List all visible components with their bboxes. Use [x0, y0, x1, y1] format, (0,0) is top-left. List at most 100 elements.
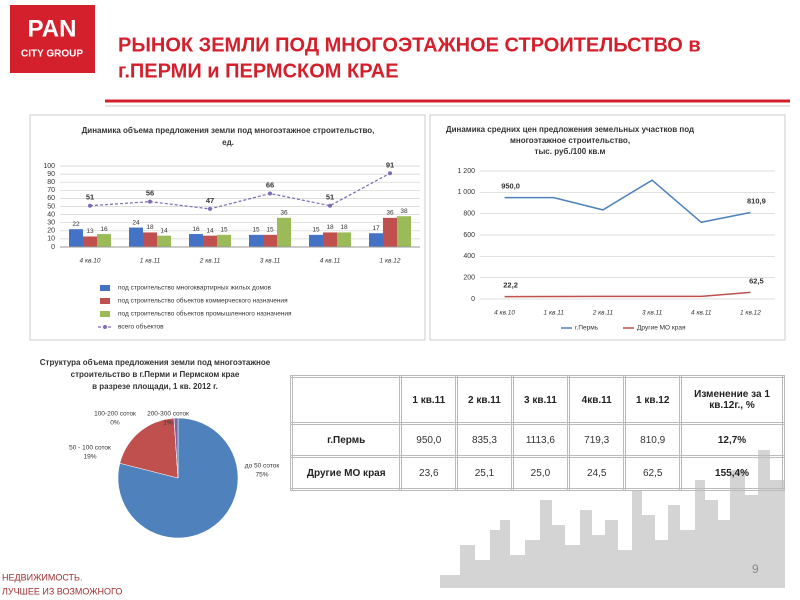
table-cell: 24,5: [567, 455, 627, 491]
x-tick-label: 1 кв.11: [544, 310, 565, 317]
data-label: 13: [86, 228, 94, 235]
y-tick-label: 1 200: [457, 168, 475, 175]
y-tick-label: 90: [47, 171, 55, 178]
chart-title: тыс. руб./100 кв.м: [535, 147, 606, 156]
bar: [323, 232, 337, 247]
data-label: 22,2: [503, 281, 518, 290]
data-label: 15: [266, 227, 274, 234]
bar: [157, 235, 171, 247]
y-tick-label: 80: [47, 179, 55, 186]
logo-text: PAN: [28, 15, 77, 42]
data-label: 18: [146, 224, 154, 231]
table-cell: 1113,6: [510, 422, 571, 458]
table-cell: 1 кв.12: [623, 375, 683, 425]
data-label: 22: [72, 221, 80, 228]
slice-label: до 50 соток: [245, 463, 280, 470]
data-label: 66: [266, 181, 274, 190]
table-cell: 719,3: [567, 422, 627, 458]
x-tick-label: 1 кв.12: [380, 258, 401, 265]
bar: [143, 232, 157, 247]
y-tick-label: 100: [43, 163, 55, 170]
table-cell: 810,9: [623, 422, 683, 458]
data-label: 14: [206, 227, 214, 234]
bar: [369, 233, 383, 247]
bar: [263, 234, 277, 247]
table-cell: 3 кв.11: [510, 375, 571, 425]
bar: [397, 216, 411, 247]
x-tick-label: 4 кв.11: [691, 310, 712, 317]
line-point: [148, 199, 152, 204]
slogan: НЕДВИЖИМОСТЬ.: [2, 572, 82, 582]
x-tick-label: 4 кв.10: [494, 310, 515, 317]
table-cell: 4кв.11: [567, 375, 627, 425]
table-cell: 25,1: [455, 455, 514, 491]
bar: [189, 234, 203, 247]
table-cell: 12,7%: [679, 422, 785, 458]
data-label: 810,9: [747, 196, 766, 205]
pie-slice: [119, 417, 179, 479]
table-cell: 23,6: [399, 455, 459, 491]
price-table: 1 кв.11 2 кв.11 3 кв.11 4кв.11 1 кв.12 Измене…: [289, 375, 785, 491]
data-label: 47: [206, 196, 214, 205]
line-point: [268, 191, 272, 196]
y-tick-label: 40: [47, 211, 55, 218]
chart-title: Динамика объема предложения земли под мн…: [82, 126, 375, 135]
table-cell: [289, 375, 403, 425]
data-label: 51: [326, 193, 334, 202]
x-tick-label: 3 кв.11: [260, 258, 281, 265]
y-tick-label: 60: [47, 195, 55, 202]
slide-title: г.ПЕРМИ и ПЕРМСКОМ КРАЕ: [118, 60, 399, 82]
y-tick-label: 400: [463, 253, 475, 260]
y-tick-label: 50: [47, 203, 55, 210]
line-point: [388, 171, 392, 176]
chart-title: строительство в г.Перми и Пермском крае: [71, 370, 240, 379]
y-tick-label: 0: [471, 296, 475, 303]
legend-swatch: [103, 325, 107, 329]
table-row: 1 кв.11 2 кв.11 3 кв.11 4кв.11 1 кв.12 Измене…: [289, 375, 785, 425]
legend-label: под строительство объектов промышленного…: [118, 310, 292, 318]
data-label: 17: [372, 225, 380, 232]
legend-label: под строительство многоквартирных жилых …: [118, 285, 272, 292]
line-point: [328, 203, 332, 208]
data-label: 15: [312, 227, 320, 234]
slice-label: 50 - 100 соток: [69, 445, 111, 452]
data-label: 62,5: [749, 276, 764, 285]
x-tick-label: 1 кв.11: [140, 258, 161, 265]
y-tick-label: 1 000: [457, 189, 475, 196]
legend-label: Другие МО края: [637, 325, 686, 332]
bar: [277, 217, 291, 247]
chart-title: в разрезе площади, 1 кв. 2012 г.: [92, 382, 218, 391]
logo-sub: CITY GROUP: [21, 49, 83, 60]
data-label: 56: [146, 189, 154, 198]
data-label: 14: [160, 227, 168, 234]
legend-swatch: [100, 311, 110, 317]
x-tick-label: 1 кв.12: [740, 310, 761, 317]
table-row: г.Пермь 950,0 835,3 1113,6 719,3 810,9 12,7%: [289, 422, 785, 458]
bar: [97, 234, 111, 247]
data-label: 51: [86, 193, 94, 202]
table-cell: 835,3: [455, 422, 514, 458]
bar: [309, 234, 323, 247]
legend-label: всего объектов: [118, 323, 164, 331]
data-label: 950,0: [501, 182, 520, 191]
slice-value: 0%: [110, 420, 120, 427]
table-cell: Другие МО края: [289, 455, 403, 491]
table-cell: Изменение за 1 кв.12г., %: [679, 375, 785, 425]
table-cell: 62,5: [623, 455, 683, 491]
line-point: [88, 203, 92, 208]
bar: [69, 229, 83, 247]
data-label: 16: [192, 226, 200, 233]
table-cell: 25,0: [510, 455, 571, 491]
chart-title: Структура объема предложения земли под м…: [40, 358, 271, 367]
table-cell: 155,4%: [679, 455, 785, 491]
slice-value: 75%: [255, 472, 268, 479]
data-label: 15: [220, 227, 228, 234]
bar: [203, 235, 217, 247]
slice-label: 200-300 соток: [147, 411, 189, 418]
legend-swatch: [100, 285, 110, 291]
bar: [337, 232, 351, 247]
line-series: [504, 291, 751, 298]
bar: [217, 234, 231, 247]
data-label: 18: [326, 224, 334, 231]
